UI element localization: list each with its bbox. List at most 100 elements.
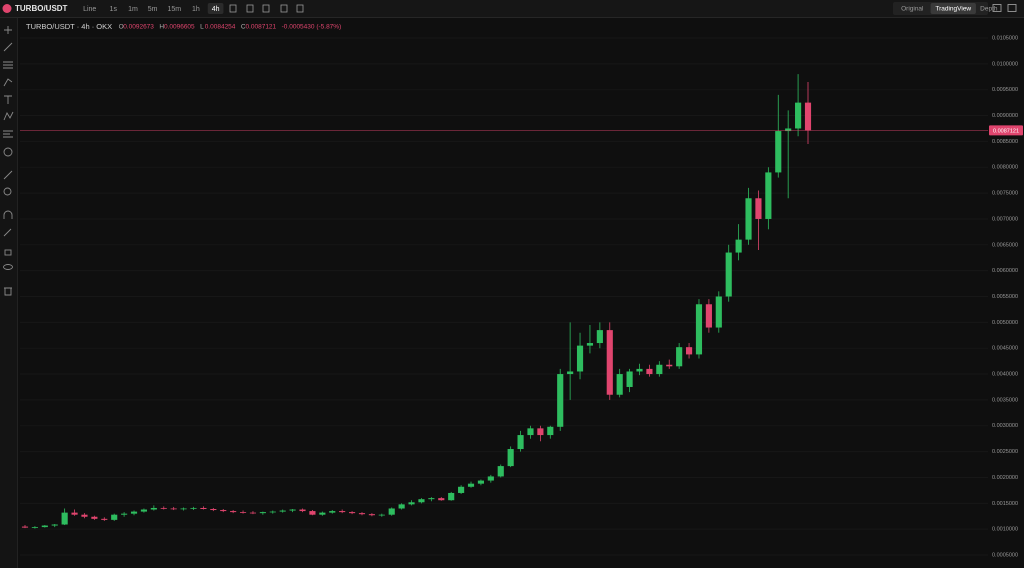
candle-body bbox=[61, 512, 68, 525]
candle-body bbox=[140, 509, 148, 512]
legend-field-label: H bbox=[159, 24, 164, 31]
y-tick-label: 0.0060000 bbox=[992, 268, 1018, 274]
candle-body bbox=[418, 499, 425, 503]
candle-body bbox=[289, 509, 296, 511]
toolbar-icon[interactable] bbox=[262, 4, 270, 13]
toolbar-icon[interactable] bbox=[280, 4, 288, 13]
interval-button[interactable]: 15m bbox=[167, 6, 181, 13]
brush-tool[interactable] bbox=[3, 78, 13, 87]
candle-body bbox=[557, 374, 564, 427]
top-right-icons bbox=[992, 4, 1017, 12]
y-tick-label: 0.0015000 bbox=[992, 501, 1018, 507]
y-tick-label: 0.0010000 bbox=[992, 527, 1018, 533]
candle-body bbox=[130, 511, 138, 514]
y-tick-label: 0.0005000 bbox=[992, 552, 1018, 558]
candle-body bbox=[41, 525, 48, 528]
candle-body bbox=[438, 498, 445, 501]
candle-body bbox=[576, 345, 584, 372]
view-tab[interactable]: Depth bbox=[980, 6, 998, 13]
candle-body bbox=[150, 507, 157, 510]
y-tick-label: 0.0065000 bbox=[992, 242, 1018, 248]
y-tick-label: 0.0090000 bbox=[992, 113, 1018, 119]
candle-body bbox=[616, 374, 623, 395]
legend-field-label: L bbox=[200, 24, 204, 31]
candle-body bbox=[71, 512, 78, 515]
candle-body bbox=[309, 511, 316, 515]
candle-body bbox=[685, 347, 693, 355]
candle-body bbox=[21, 526, 29, 528]
candle-body bbox=[467, 483, 475, 487]
y-tick-label: 0.0080000 bbox=[992, 165, 1018, 171]
toolbar-icon[interactable] bbox=[246, 4, 254, 13]
y-tick-label: 0.0070000 bbox=[992, 216, 1018, 222]
trendline-tool[interactable] bbox=[3, 42, 13, 52]
legend-change: -0.0005430 (-5.87%) bbox=[282, 24, 342, 31]
candle-body bbox=[269, 511, 276, 513]
layout-button[interactable] bbox=[992, 4, 1002, 12]
candle-body bbox=[458, 486, 465, 493]
candle-body bbox=[507, 449, 514, 467]
candle-body bbox=[666, 364, 673, 367]
candle-body bbox=[775, 131, 782, 173]
toolbar-icon[interactable] bbox=[229, 4, 237, 13]
delete-tool[interactable] bbox=[4, 287, 12, 296]
candle-body bbox=[596, 330, 603, 344]
candle-body bbox=[121, 513, 128, 515]
top-bar bbox=[0, 0, 1024, 17]
candle-body bbox=[537, 428, 544, 436]
candle-body bbox=[180, 508, 187, 510]
y-tick-label: 0.0050000 bbox=[992, 320, 1018, 326]
ruler-tool[interactable] bbox=[3, 170, 13, 180]
magnet-tool[interactable] bbox=[3, 210, 13, 219]
candle-body bbox=[715, 296, 722, 328]
view-tab[interactable]: Original bbox=[901, 6, 924, 13]
fib-tool[interactable] bbox=[3, 61, 13, 69]
view-tab[interactable]: TradingView bbox=[935, 6, 971, 13]
interval-button[interactable]: 1s bbox=[110, 6, 118, 13]
draw-mode-tool[interactable] bbox=[3, 228, 12, 237]
y-tick-label: 0.0040000 bbox=[992, 372, 1018, 378]
candle-body bbox=[329, 511, 336, 513]
candle-body bbox=[527, 428, 534, 436]
fullscreen-button[interactable] bbox=[1007, 4, 1017, 12]
drawing-tools bbox=[3, 26, 14, 296]
pattern-tool[interactable] bbox=[3, 111, 14, 121]
active-view-bg bbox=[930, 3, 976, 14]
candle-body bbox=[735, 239, 742, 253]
interval-button[interactable]: 5m bbox=[148, 6, 158, 13]
toolbar-icon[interactable] bbox=[296, 4, 304, 13]
interval-button[interactable]: Line bbox=[83, 6, 96, 13]
visibility-tool[interactable] bbox=[3, 264, 13, 270]
y-tick-label: 0.0030000 bbox=[992, 423, 1018, 429]
last-price-tag bbox=[989, 125, 1023, 136]
candle-body bbox=[220, 510, 227, 512]
candle-body bbox=[388, 508, 395, 515]
zoom-tool[interactable] bbox=[3, 187, 12, 196]
candle-body bbox=[170, 508, 177, 510]
candle-body bbox=[695, 304, 703, 355]
candle-body bbox=[804, 102, 812, 131]
candle-body bbox=[81, 514, 88, 517]
interval-button[interactable]: 4h bbox=[212, 6, 220, 13]
legend-field-label: O bbox=[119, 24, 124, 31]
candle-body bbox=[230, 511, 237, 513]
y-tick-label: 0.0095000 bbox=[992, 87, 1018, 93]
text-tool[interactable] bbox=[4, 95, 12, 104]
candle-body bbox=[279, 510, 286, 512]
active-interval-bg bbox=[207, 3, 224, 14]
crosshair-tool[interactable] bbox=[4, 26, 12, 34]
candle-body bbox=[349, 512, 356, 514]
candle-body bbox=[339, 511, 346, 513]
interval-button[interactable]: 1h bbox=[192, 6, 200, 13]
candle-body bbox=[358, 513, 366, 515]
y-tick-label: 0.0105000 bbox=[992, 35, 1018, 41]
emoji-tool[interactable] bbox=[3, 147, 13, 157]
lock-tool[interactable] bbox=[4, 249, 12, 256]
symbol[interactable]: TURBO/USDT bbox=[15, 4, 68, 13]
forecast-tool[interactable] bbox=[3, 130, 13, 138]
candle-body bbox=[547, 426, 554, 436]
y-tick-label: 0.0045000 bbox=[992, 346, 1018, 352]
interval-button[interactable]: 1m bbox=[128, 6, 138, 13]
